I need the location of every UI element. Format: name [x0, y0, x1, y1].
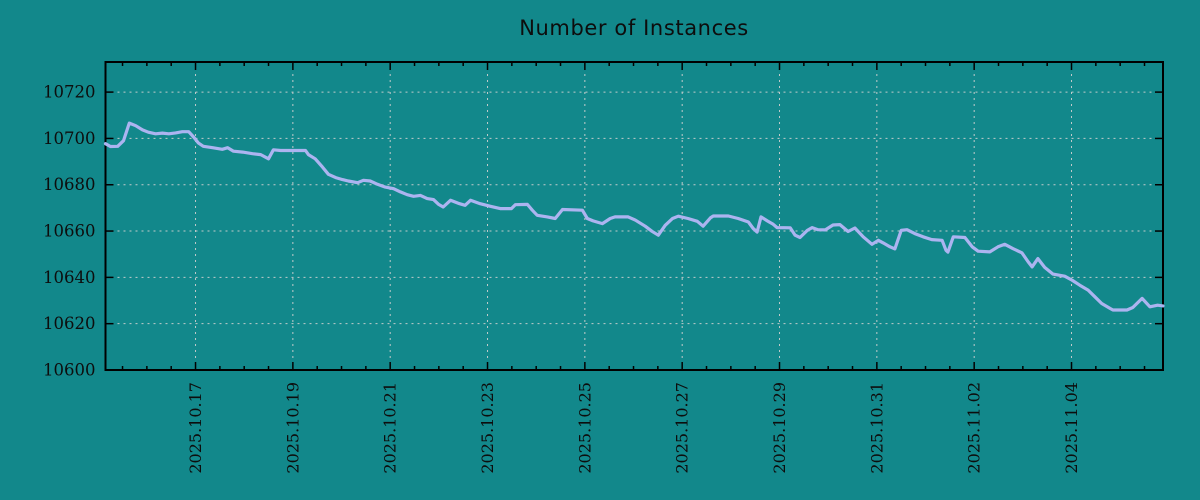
- x-axis-label: 2025.10.25: [575, 382, 594, 474]
- plot-frame: [104, 61, 1164, 371]
- x-axis-label: 2025.10.17: [186, 382, 205, 474]
- x-axis-label: 2025.10.29: [770, 382, 789, 474]
- x-axis-label: 2025.10.23: [478, 382, 497, 474]
- x-axis-label: 2025.10.21: [381, 382, 400, 474]
- y-axis-label: 10720: [43, 83, 96, 102]
- y-axis-label: 10640: [43, 268, 96, 287]
- y-axis-label: 10600: [43, 361, 96, 380]
- y-axis-label: 10680: [43, 175, 96, 194]
- y-axis-label: 10700: [43, 129, 96, 148]
- chart-title: Number of Instances: [519, 16, 749, 40]
- x-axis-label: 2025.11.04: [1062, 382, 1081, 474]
- y-axis-label: 10660: [43, 222, 96, 241]
- x-axis-label: 2025.10.27: [673, 382, 692, 474]
- x-axis-label: 2025.10.31: [867, 382, 886, 474]
- x-axis-label: 2025.10.19: [283, 382, 302, 474]
- y-axis-label: 10620: [43, 314, 96, 333]
- x-axis-label: 2025.11.02: [965, 382, 984, 474]
- series-line-instances: [103, 121, 1165, 312]
